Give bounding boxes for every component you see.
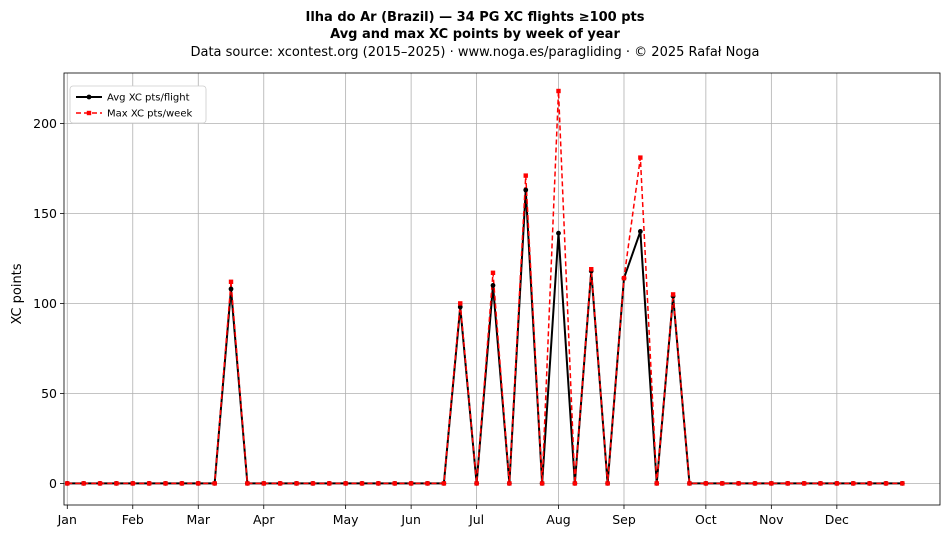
x-tick-label: May (333, 512, 359, 527)
x-tick-label: Feb (122, 512, 144, 527)
data-point-avg (457, 304, 463, 310)
data-point-max (703, 481, 709, 486)
data-point-max (359, 481, 365, 486)
y-tick-label: 100 (33, 296, 57, 311)
x-tick-label: Jul (468, 512, 484, 527)
data-point-max (310, 481, 316, 486)
data-point-max (752, 481, 758, 486)
data-point-max (179, 481, 185, 486)
data-point-max (376, 481, 381, 486)
data-point-max (130, 481, 135, 486)
x-tick-label: Jun (400, 512, 421, 527)
data-point-max (261, 481, 266, 486)
x-tick-label: Dec (825, 512, 849, 527)
legend-avg-marker (86, 94, 92, 100)
y-tick-label: 0 (49, 476, 57, 491)
series-line-avg (67, 189, 903, 485)
data-point-max (687, 481, 692, 486)
data-point-max (523, 173, 528, 178)
x-axis: Jan Feb Mar Apr May Jun Jul Aug Sep Oct Nov Dec (57, 505, 849, 527)
legend-avg-label: Avg XC pts/flight (107, 93, 190, 104)
legend-max-marker (86, 110, 92, 116)
data-point-max (654, 481, 659, 486)
data-point-max (785, 481, 790, 486)
chart-subtitle: Avg and max XC points by week of year (330, 27, 620, 42)
y-tick-label: 200 (33, 116, 57, 131)
data-point-max (228, 279, 234, 284)
data-point-max (834, 481, 840, 486)
x-tick-label: Sep (612, 512, 636, 527)
series-line-max (67, 90, 903, 485)
data-point-max (196, 481, 201, 486)
data-point-max (883, 481, 889, 486)
x-tick-label: Aug (546, 512, 570, 527)
data-point-max (65, 481, 70, 486)
legend-box (69, 85, 207, 124)
data-point-max (146, 481, 152, 486)
series-lines (64, 88, 905, 486)
x-tick-label: Nov (759, 512, 784, 527)
data-point-max (539, 481, 545, 486)
data-point-max (769, 481, 774, 486)
y-tick-label: 50 (41, 386, 57, 401)
data-point-max (851, 481, 856, 486)
data-point-max (736, 481, 741, 486)
y-axis: 0 50 100 150 200 (33, 116, 64, 491)
data-point-max (458, 301, 463, 306)
legend-max-label: Max XC pts/week (107, 109, 192, 120)
x-tick-label: Oct (695, 512, 717, 527)
data-point-max (294, 481, 299, 486)
data-point-avg (523, 187, 529, 193)
data-point-max (277, 481, 283, 486)
data-point-max (441, 481, 447, 486)
data-point-max (638, 155, 643, 160)
data-point-avg (556, 230, 561, 236)
data-point-max (572, 481, 578, 486)
data-point-max (327, 481, 332, 486)
data-point-max (343, 481, 348, 486)
data-point-max (97, 481, 103, 486)
grid-lines (64, 73, 940, 505)
data-point-max (408, 481, 414, 486)
data-point-max (867, 481, 872, 486)
y-tick-label: 150 (33, 206, 57, 221)
data-point-avg (637, 229, 643, 234)
data-point-max (818, 481, 823, 486)
data-point-avg (490, 283, 496, 288)
data-point-max (245, 481, 250, 486)
data-point-max (81, 481, 86, 486)
data-point-max (801, 481, 807, 486)
data-point-max (490, 270, 496, 275)
data-point-max (425, 481, 430, 486)
y-axis-label: XC points (10, 263, 25, 324)
data-point-max (212, 481, 217, 486)
data-point-max (556, 88, 561, 94)
data-point-max (605, 481, 610, 486)
x-tick-label: Jan (57, 512, 77, 527)
data-point-max (392, 481, 397, 486)
data-point-max (670, 292, 676, 297)
data-point-max (589, 267, 594, 272)
chart-title: Ilha do Ar (Brazil) — 34 PG XC flights ≥… (305, 10, 644, 25)
data-point-max (114, 481, 119, 486)
data-point-max (720, 481, 725, 486)
data-point-max (900, 481, 905, 486)
data-point-max (621, 276, 627, 281)
x-tick-label: Apr (253, 512, 275, 527)
legend: Avg XC pts/flight Max XC pts/week (69, 85, 207, 124)
chart-source: Data source: xcontest.org (2015–2025) · … (190, 45, 759, 60)
data-point-max (474, 481, 479, 486)
data-point-max (163, 481, 168, 486)
data-point-max (507, 481, 512, 486)
plot-frame (63, 72, 941, 506)
data-point-avg (228, 286, 234, 292)
x-tick-label: Mar (186, 512, 210, 527)
